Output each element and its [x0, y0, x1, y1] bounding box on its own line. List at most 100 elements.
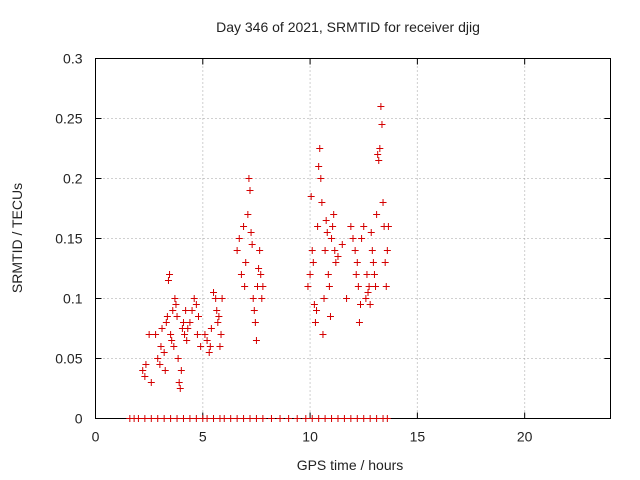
data-point [324, 271, 332, 278]
y-tick-label: 0.2 [63, 171, 83, 187]
data-point [207, 325, 215, 332]
data-point [257, 271, 265, 278]
data-point [249, 295, 257, 302]
data-point [213, 307, 221, 314]
data-point [157, 343, 165, 350]
data-point [242, 259, 250, 266]
data-point [353, 259, 361, 266]
data-point [184, 325, 192, 332]
data-point [169, 307, 177, 314]
y-tick-label: 0.3 [63, 51, 83, 67]
chart-title: Day 346 of 2021, SRMTID for receiver dji… [216, 19, 480, 35]
data-point [352, 271, 360, 278]
data-point [192, 301, 200, 308]
data-point [285, 415, 293, 422]
data-point [363, 271, 371, 278]
y-tick-label: 0.05 [55, 351, 82, 367]
data-point [354, 283, 362, 290]
x-tick-label: 10 [302, 429, 318, 445]
data-point [329, 223, 337, 230]
data-point [163, 313, 171, 320]
data-point [245, 175, 253, 182]
data-point [141, 415, 149, 422]
data-point [340, 415, 348, 422]
data-points [126, 103, 392, 422]
data-point [201, 331, 209, 338]
data-point [318, 199, 326, 206]
data-point [362, 295, 370, 302]
data-point [259, 283, 267, 290]
data-point [206, 343, 214, 350]
data-point [164, 277, 172, 284]
data-point [215, 313, 223, 320]
data-point [217, 331, 225, 338]
data-point [314, 223, 322, 230]
data-point [256, 247, 264, 254]
data-point [316, 145, 324, 152]
data-point [373, 415, 381, 422]
data-point [227, 415, 235, 422]
data-point [190, 295, 198, 302]
data-point [332, 259, 340, 266]
data-point [374, 151, 382, 158]
data-point [330, 211, 338, 218]
data-point [233, 415, 241, 422]
data-point [162, 319, 170, 326]
data-point [369, 259, 377, 266]
data-point [309, 259, 317, 266]
data-point [214, 319, 222, 326]
data-point [246, 415, 254, 422]
data-point [343, 295, 351, 302]
data-point [360, 223, 368, 230]
data-point [353, 415, 361, 422]
data-point [195, 313, 202, 320]
data-point [218, 295, 226, 302]
data-point [220, 415, 228, 422]
data-point [379, 199, 387, 206]
data-point [308, 247, 316, 254]
data-point [326, 313, 334, 320]
data-point [323, 229, 331, 236]
data-point [251, 319, 259, 326]
data-point [252, 337, 260, 344]
data-point [349, 235, 357, 242]
data-point [240, 415, 248, 422]
data-point [168, 337, 176, 344]
x-tick-label: 15 [410, 429, 426, 445]
data-point [357, 301, 365, 308]
data-point [313, 307, 321, 314]
data-point [197, 343, 205, 350]
data-point [247, 229, 255, 236]
data-point [259, 415, 267, 422]
data-point [161, 367, 169, 374]
data-point [167, 415, 175, 422]
data-point [158, 325, 166, 332]
axis-ticks: 0 5 10 15 20 0 0.05 0.1 0.15 0.2 0.25 0.3 [55, 51, 611, 445]
data-point [147, 415, 155, 422]
data-point [331, 247, 339, 254]
data-point [381, 259, 389, 266]
data-point [383, 415, 391, 422]
data-point [160, 415, 168, 422]
data-point [233, 247, 241, 254]
data-point [328, 235, 336, 242]
data-point [248, 241, 256, 248]
data-point [370, 271, 378, 278]
data-point [310, 301, 318, 308]
data-point [258, 295, 266, 302]
data-point [373, 211, 381, 218]
data-point [173, 313, 181, 320]
data-point [325, 283, 333, 290]
data-point [145, 331, 153, 338]
data-point [141, 373, 149, 380]
data-point [235, 235, 243, 242]
data-point [179, 319, 187, 326]
data-point [267, 415, 275, 422]
data-point [319, 331, 327, 338]
data-point [322, 217, 330, 224]
data-point [308, 415, 316, 422]
data-point [203, 337, 211, 344]
data-point [338, 241, 346, 248]
data-point [154, 415, 162, 422]
data-point [347, 223, 355, 230]
